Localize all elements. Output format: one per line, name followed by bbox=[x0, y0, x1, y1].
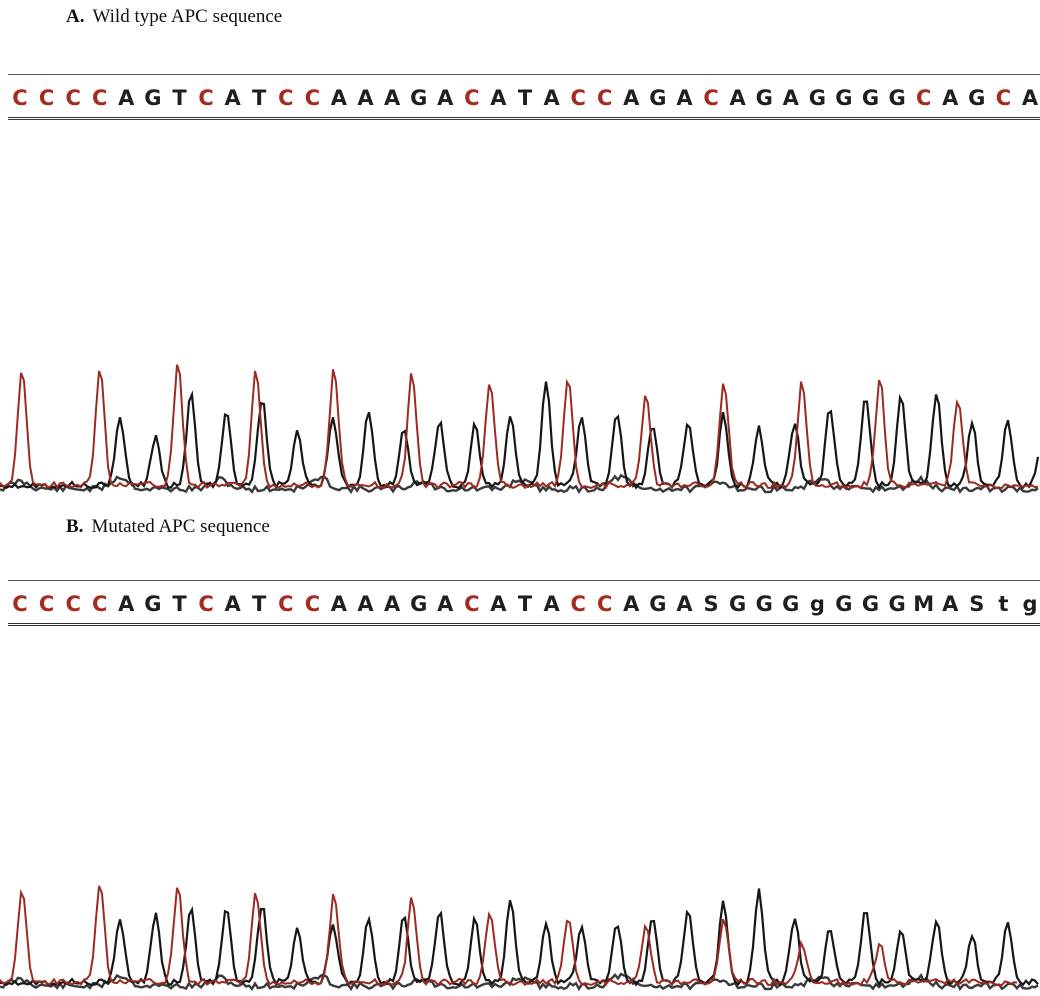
base-letter: A bbox=[623, 592, 640, 616]
base-letter: C bbox=[39, 592, 54, 616]
base-letter: G bbox=[782, 592, 799, 616]
base-letter: A bbox=[224, 86, 241, 110]
base-letter: G bbox=[809, 86, 826, 110]
base-letter: t bbox=[998, 592, 1008, 616]
base-letter: g bbox=[1022, 592, 1037, 616]
base-letter: T bbox=[252, 86, 267, 110]
base-letter: C bbox=[92, 592, 107, 616]
base-letter: A bbox=[357, 86, 374, 110]
base-letter: S bbox=[969, 592, 984, 616]
base-letter: A bbox=[437, 592, 454, 616]
base-letter: C bbox=[464, 592, 479, 616]
base-letter: G bbox=[862, 592, 879, 616]
base-letter: C bbox=[198, 592, 213, 616]
base-letter: A bbox=[942, 592, 959, 616]
black-trace bbox=[0, 381, 1040, 490]
base-letter: G bbox=[410, 592, 427, 616]
base-letter: M bbox=[913, 592, 934, 616]
base-letter: G bbox=[835, 86, 852, 110]
base-letter: G bbox=[862, 86, 879, 110]
base-letter: G bbox=[756, 592, 773, 616]
base-letter: A bbox=[384, 86, 401, 110]
base-letter: A bbox=[490, 86, 507, 110]
base-letter: A bbox=[118, 86, 135, 110]
base-letter: T bbox=[252, 592, 267, 616]
base-letter: A bbox=[118, 592, 135, 616]
base-letter: A bbox=[437, 86, 454, 110]
base-letter: S bbox=[704, 592, 719, 616]
base-letter: C bbox=[278, 86, 293, 110]
base-letter: C bbox=[916, 86, 931, 110]
base-letter: G bbox=[968, 86, 985, 110]
panel-b-chromatogram bbox=[0, 885, 1039, 992]
base-letter: G bbox=[144, 592, 161, 616]
base-letter: A bbox=[676, 86, 693, 110]
base-letter: C bbox=[198, 86, 213, 110]
base-letter: A bbox=[224, 592, 241, 616]
baseline-trace bbox=[0, 972, 1039, 992]
panel-b-label: B. bbox=[66, 516, 84, 537]
base-letter: G bbox=[649, 592, 666, 616]
base-letter: C bbox=[597, 86, 612, 110]
base-letter: A bbox=[1022, 86, 1039, 110]
base-letter: A bbox=[357, 592, 374, 616]
base-letter: T bbox=[172, 86, 187, 110]
panel-a-caption: Wild type APC sequence bbox=[92, 6, 283, 27]
base-letter: A bbox=[543, 592, 560, 616]
base-letter: G bbox=[144, 86, 161, 110]
base-letter: C bbox=[464, 86, 479, 110]
base-letter: C bbox=[597, 592, 612, 616]
panel-b-caption: Mutated APC sequence bbox=[91, 516, 270, 537]
base-letter: A bbox=[676, 592, 693, 616]
base-letter: G bbox=[729, 592, 746, 616]
base-letter: G bbox=[888, 86, 905, 110]
base-letter: T bbox=[172, 592, 187, 616]
baseline-trace bbox=[0, 473, 1039, 495]
base-letter: C bbox=[703, 86, 718, 110]
base-letter: A bbox=[331, 86, 348, 110]
base-letter: C bbox=[65, 592, 80, 616]
panel-a-chromatogram bbox=[0, 364, 1040, 495]
base-letter: G bbox=[756, 86, 773, 110]
base-letter: A bbox=[331, 592, 348, 616]
base-letter: C bbox=[570, 592, 585, 616]
base-letter: C bbox=[39, 86, 54, 110]
base-letter: C bbox=[305, 592, 320, 616]
base-letter: A bbox=[729, 86, 746, 110]
base-letter: C bbox=[12, 592, 27, 616]
panel-a-title: A. Wild type APC sequence bbox=[66, 6, 282, 28]
base-letter: A bbox=[490, 592, 507, 616]
base-letter: A bbox=[623, 86, 640, 110]
base-letter: C bbox=[996, 86, 1011, 110]
red-trace bbox=[0, 885, 1018, 987]
red-trace bbox=[0, 364, 1039, 490]
base-letter: T bbox=[518, 86, 533, 110]
base-letter: G bbox=[888, 592, 905, 616]
base-letter: T bbox=[518, 592, 533, 616]
base-letter: C bbox=[92, 86, 107, 110]
base-letter: C bbox=[278, 592, 293, 616]
black-trace bbox=[0, 888, 1039, 987]
base-letter: A bbox=[783, 86, 800, 110]
base-letter: A bbox=[543, 86, 560, 110]
base-letter: G bbox=[649, 86, 666, 110]
base-letter: A bbox=[384, 592, 401, 616]
base-letter: A bbox=[942, 86, 959, 110]
base-letter: C bbox=[12, 86, 27, 110]
panel-a-label: A. bbox=[66, 6, 85, 27]
panel-b-title: B. Mutated APC sequence bbox=[66, 516, 270, 538]
base-letter: G bbox=[410, 86, 427, 110]
base-letter: g bbox=[810, 592, 825, 616]
base-letter: C bbox=[570, 86, 585, 110]
base-letter: C bbox=[305, 86, 320, 110]
base-letter: G bbox=[835, 592, 852, 616]
base-letter: C bbox=[65, 86, 80, 110]
